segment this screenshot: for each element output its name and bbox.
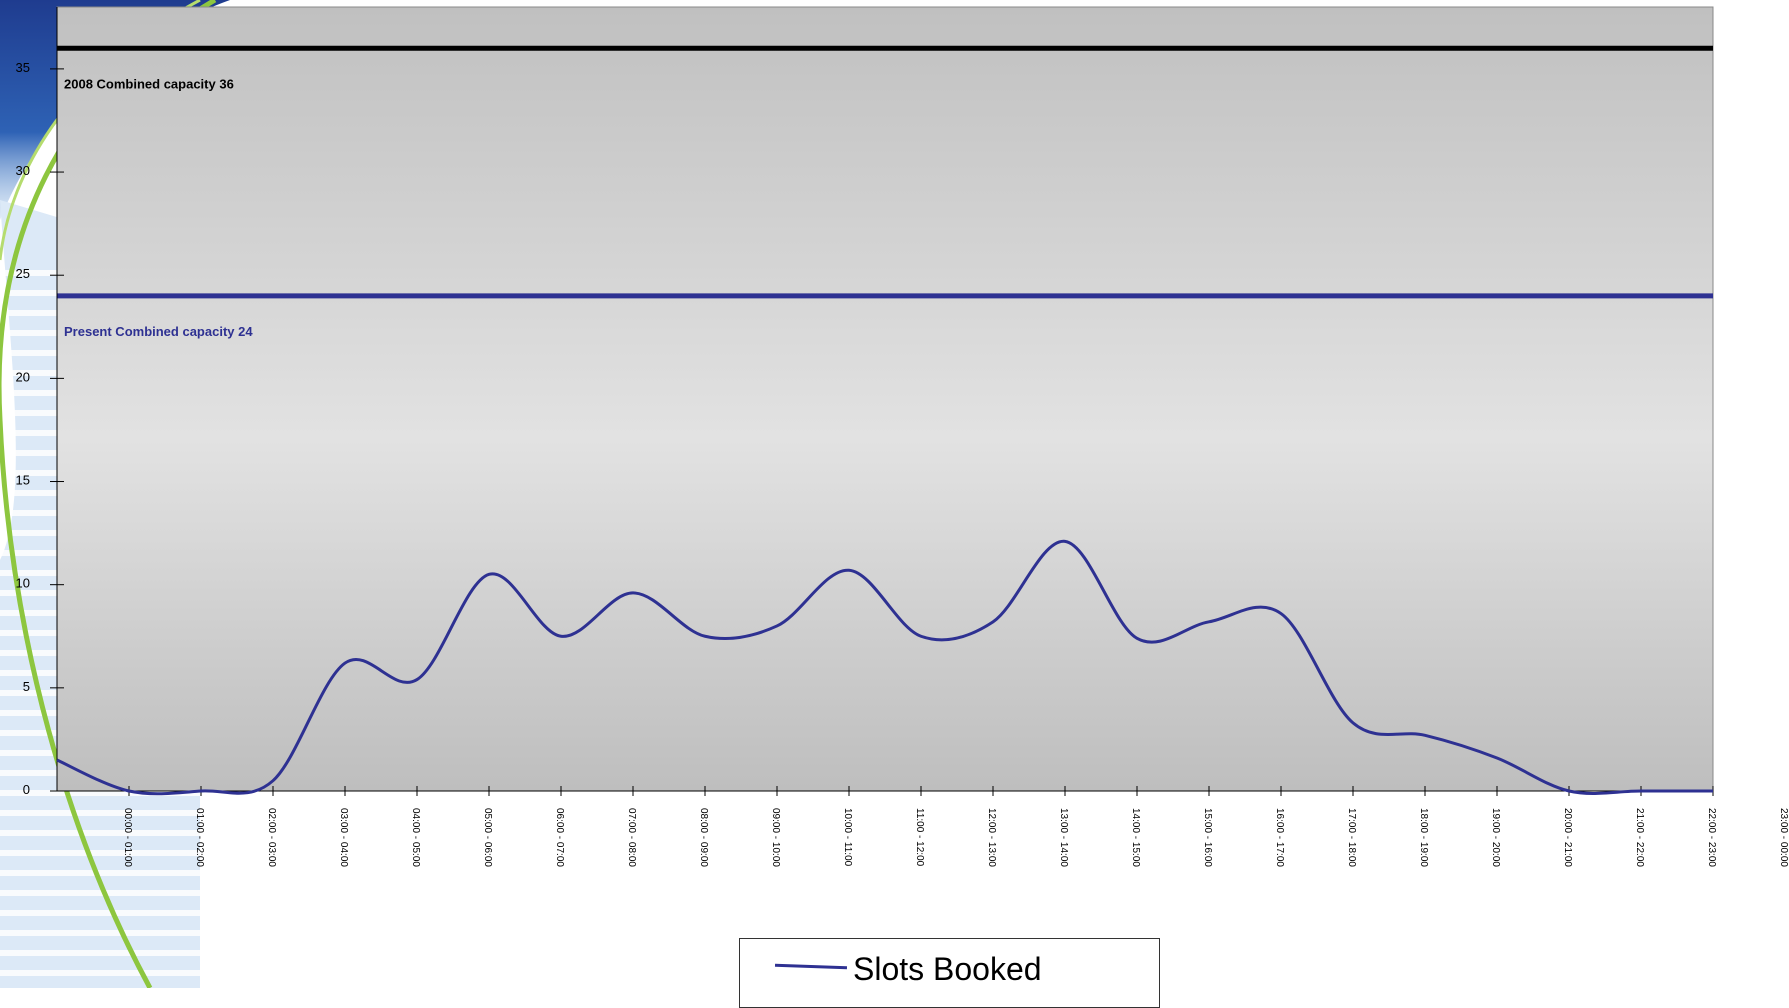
x-tick-label: 07:00 - 08:00 (626, 808, 637, 867)
x-tick-label: 09:00 - 10:00 (770, 808, 781, 867)
x-tick-label: 01:00 - 02:00 (194, 808, 205, 867)
legend-swatch-slots-booked (775, 964, 847, 970)
legend-label-slots-booked: Slots Booked (853, 951, 1042, 988)
x-tick-label: 10:00 - 11:00 (842, 808, 853, 867)
x-tick-label: 02:00 - 03:00 (266, 808, 277, 867)
x-tick-label: 12:00 - 13:00 (986, 808, 997, 867)
x-tick-label: 06:00 - 07:00 (554, 808, 565, 867)
x-tick-label: 00:00 - 01:00 (122, 808, 133, 867)
x-tick-label: 03:00 - 04:00 (338, 808, 349, 867)
x-tick-label: 17:00 - 18:00 (1346, 808, 1357, 867)
y-tick-label-20: 20 (16, 369, 30, 384)
x-tick-label: 18:00 - 19:00 (1418, 808, 1429, 867)
y-tick-label-25: 25 (16, 266, 30, 281)
capacity-label-36: 2008 Combined capacity 36 (64, 76, 234, 91)
plot-area (57, 7, 1713, 791)
x-tick-label: 11:00 - 12:00 (914, 808, 925, 867)
y-tick-label-0: 0 (23, 782, 30, 797)
x-tick-label: 19:00 - 20:00 (1490, 808, 1501, 867)
x-tick-label: 05:00 - 06:00 (482, 808, 493, 867)
x-tick-label: 22:00 - 23:00 (1706, 808, 1717, 867)
x-tick-label: 21:00 - 22:00 (1634, 808, 1645, 867)
x-tick-label: 20:00 - 21:00 (1562, 808, 1573, 867)
y-tick-label-5: 5 (23, 679, 30, 694)
y-tick-label-10: 10 (16, 576, 30, 591)
y-tick-label-30: 30 (16, 163, 30, 178)
x-tick-label: 14:00 - 15:00 (1130, 808, 1141, 867)
capacity-label-24: Present Combined capacity 24 (64, 324, 253, 339)
x-tick-label: 08:00 - 09:00 (698, 808, 709, 867)
x-tick-label: 15:00 - 16:00 (1202, 808, 1213, 867)
legend: Slots Booked (739, 938, 1160, 1008)
x-tick-label: 23:00 - 00:00 (1778, 808, 1789, 867)
y-tick-label-15: 15 (16, 473, 30, 488)
x-tick-label: 16:00 - 17:00 (1274, 808, 1285, 867)
y-tick-label-35: 35 (16, 60, 30, 75)
x-tick-label: 13:00 - 14:00 (1058, 808, 1069, 867)
x-tick-label: 04:00 - 05:00 (410, 808, 421, 867)
